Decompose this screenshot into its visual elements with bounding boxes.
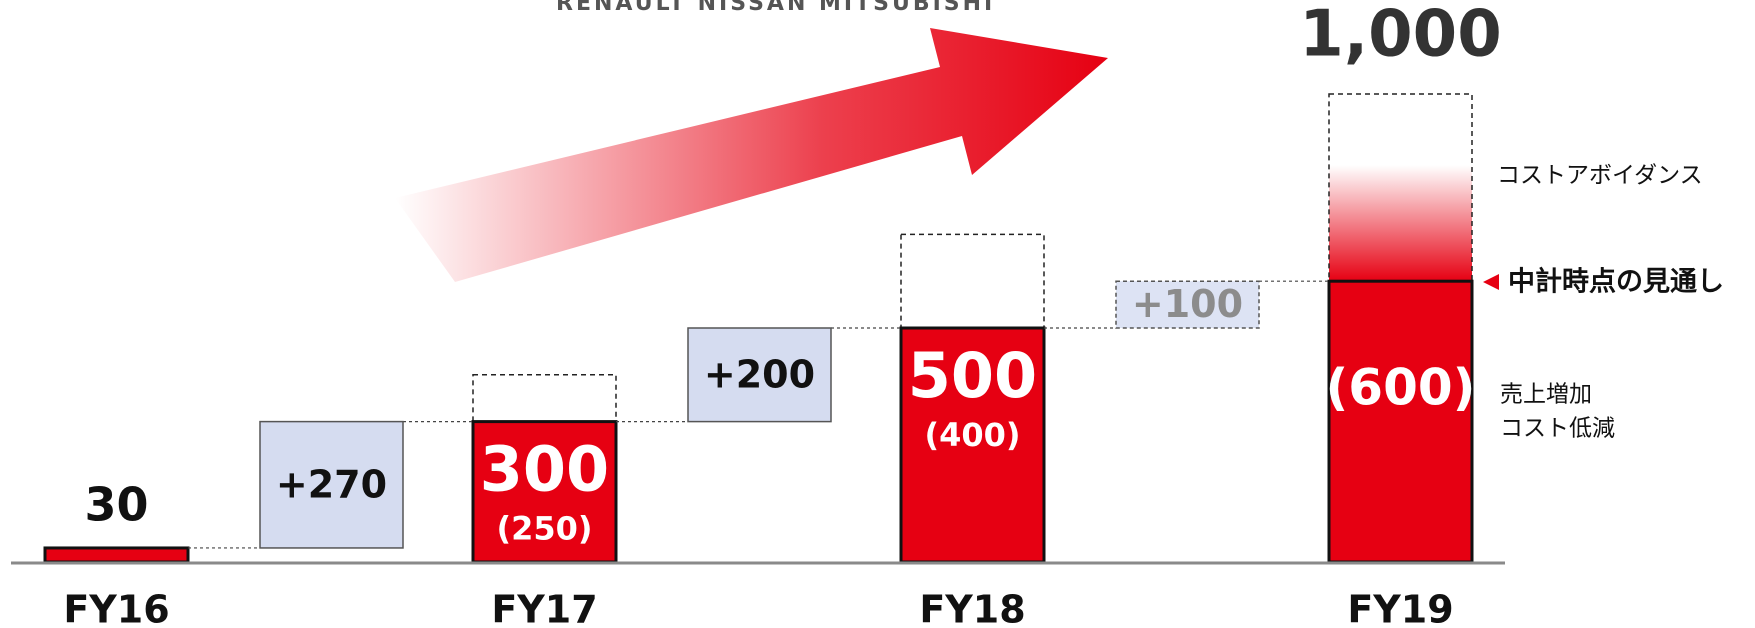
value-label: 30 [84,477,148,531]
x-tick-label: FY16 [63,588,169,628]
sub-label: (250) [496,510,592,548]
sub-label: (400) [924,416,1020,454]
annotation: コストアボイダンス [1497,163,1703,189]
increment-label: +270 [276,462,387,506]
header: RENAULT NISSAN MITSUBISHI [556,0,995,16]
target-outline [900,233,1045,329]
annotation: 売上増加 [1500,382,1592,408]
annotation: コスト低減 [1500,416,1615,442]
bar [1327,279,1474,564]
marker-triangle [1483,274,1499,290]
growth-arrow [395,28,1108,282]
x-tick-label: FY18 [919,588,1025,628]
increment-box [687,327,832,423]
increment-box [1115,280,1260,329]
increment-label: +100 [1132,282,1243,326]
target-outline [472,374,617,423]
target-outline [1328,93,1473,282]
bar [471,420,618,564]
x-tick-label: FY17 [491,588,597,628]
value-label: 500 [908,339,1037,412]
value-label: (600) [1325,359,1475,417]
increment-box [259,420,404,549]
bar [43,546,190,564]
increment-label: +200 [704,352,815,396]
annotation: 中計時点の見通し [1508,266,1724,298]
bar [899,326,1046,564]
target-label: 1,000 [1299,0,1501,72]
x-tick-label: FY19 [1347,588,1453,628]
value-label: 300 [480,433,609,506]
